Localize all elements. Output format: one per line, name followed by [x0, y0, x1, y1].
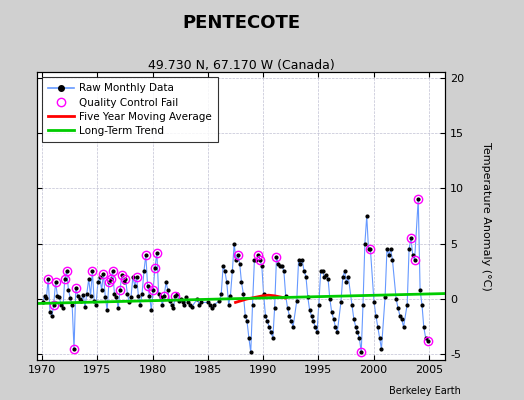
Title: 49.730 N, 67.170 W (Canada): 49.730 N, 67.170 W (Canada) [148, 59, 334, 72]
Text: PENTECOTE: PENTECOTE [182, 14, 300, 32]
Text: Berkeley Earth: Berkeley Earth [389, 386, 461, 396]
Y-axis label: Temperature Anomaly (°C): Temperature Anomaly (°C) [481, 142, 491, 290]
Legend: Raw Monthly Data, Quality Control Fail, Five Year Moving Average, Long-Term Tren: Raw Monthly Data, Quality Control Fail, … [42, 77, 219, 142]
